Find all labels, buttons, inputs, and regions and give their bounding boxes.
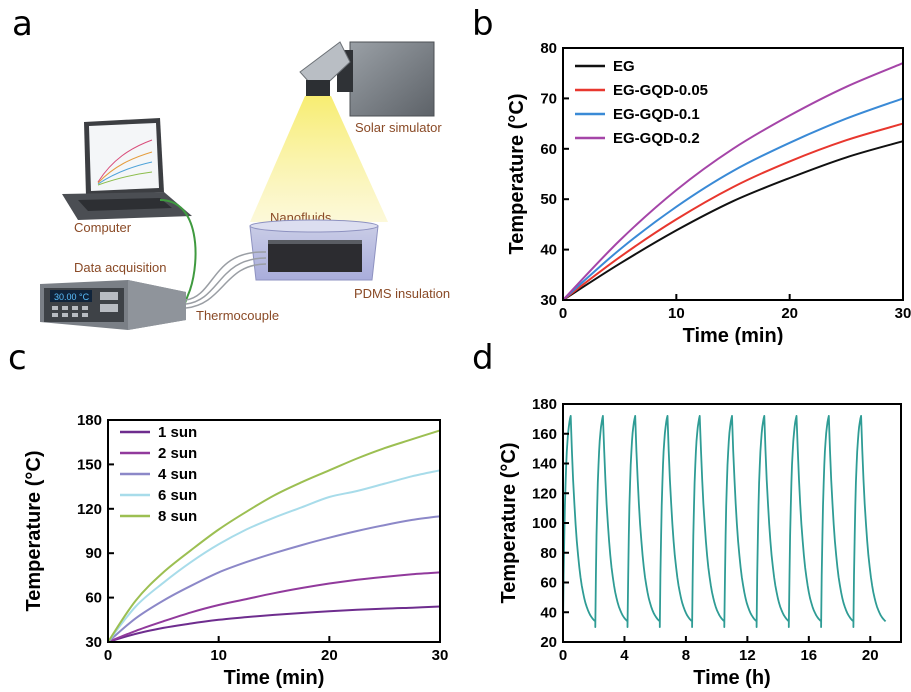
thermocouple-wires-icon	[185, 251, 267, 309]
panel-label-c: c	[8, 338, 27, 378]
setup-diagram: Solar simulator Nanofluids PDMS insulati…	[0, 0, 490, 340]
y-tick-label: 70	[540, 90, 557, 107]
plot-frame	[107, 419, 441, 643]
light-beam-icon	[250, 96, 388, 222]
plot-frame	[562, 47, 904, 301]
y-tick-label: 80	[540, 545, 557, 562]
x-tick-label: 0	[559, 647, 567, 664]
y-tick-label: 100	[532, 515, 557, 532]
y-tick-label: 40	[540, 242, 557, 259]
x-tick-label: 0	[104, 647, 112, 664]
y-tick-label: 180	[77, 412, 102, 429]
label-thermocouple: Thermocouple	[196, 308, 279, 323]
series-line-2-sun	[107, 571, 441, 643]
y-tick-label: 60	[540, 141, 557, 158]
y-tick-label: 160	[532, 426, 557, 443]
x-tick-label: 30	[432, 647, 449, 664]
x-tick-label: 10	[210, 647, 227, 664]
x-tick-label: 4	[620, 647, 629, 664]
y-tick-label: 180	[532, 396, 557, 413]
series-line-8-sun	[107, 429, 441, 643]
x-tick-label: 12	[739, 647, 756, 664]
y-tick-label: 40	[540, 604, 557, 621]
label-computer: Computer	[74, 220, 132, 235]
y-tick-label: 20	[540, 634, 557, 651]
y-tick-label: 60	[540, 575, 557, 592]
display-readout: 30.00 °C	[54, 292, 90, 302]
x-tick-label: 10	[668, 305, 685, 322]
y-axis-title: Temperature (°C)	[23, 451, 45, 612]
x-axis-title: Time (h)	[693, 667, 770, 689]
x-tick-label: 20	[781, 305, 798, 322]
x-tick-label: 8	[682, 647, 690, 664]
y-tick-label: 150	[77, 456, 102, 473]
y-tick-label: 50	[540, 191, 557, 208]
x-axis-title: Time (min)	[224, 667, 325, 689]
panel-label-a: a	[12, 4, 33, 44]
laptop-icon	[62, 118, 192, 220]
x-tick-label: 0	[559, 305, 567, 322]
series-line-cycling	[562, 415, 887, 628]
y-tick-label: 120	[77, 501, 102, 518]
y-axis-title: Temperature (°C)	[506, 94, 528, 255]
legend-label-eg-gqd-0-2: EG-GQD-0.2	[613, 130, 700, 147]
legend-label-6-sun: 6 sun	[158, 487, 197, 504]
y-tick-label: 30	[85, 634, 102, 651]
legend-label-8-sun: 8 sun	[158, 508, 197, 525]
legend-label-eg-gqd-0-05: EG-GQD-0.05	[613, 82, 708, 99]
pdms-insulation-icon	[249, 219, 379, 281]
y-tick-label: 60	[85, 590, 102, 607]
series-line-4-sun	[107, 515, 441, 643]
data-acquisition-device-icon	[40, 280, 186, 330]
panel-label-b: b	[472, 4, 494, 44]
y-tick-label: 120	[532, 485, 557, 502]
legend-label-1-sun: 1 sun	[158, 424, 197, 441]
y-tick-label: 140	[532, 456, 557, 473]
chart-c: 0 10 20 30 30 60 90 120 150 180 Time (min) Temperat…	[23, 412, 449, 689]
series-line-eg	[562, 140, 904, 301]
legend-label-4-sun: 4 sun	[158, 466, 197, 483]
legend-label-eg: EG	[613, 58, 635, 75]
series-line-eg-gqd-0-05	[562, 122, 904, 301]
x-tick-label: 30	[895, 305, 911, 322]
series-line-eg-gqd-0-2	[562, 62, 904, 301]
y-tick-label: 30	[540, 292, 557, 309]
x-tick-label: 20	[862, 647, 879, 664]
y-tick-label: 80	[540, 40, 557, 57]
label-data-acquisition: Data acquisition	[74, 260, 167, 275]
chart-d: 0 4 8 12 16 20 20 40 60 80 100 120 140 160 180 Time (h)…	[498, 396, 902, 689]
series-line-6-sun	[107, 469, 441, 643]
x-axis-title: Time (min)	[683, 325, 784, 345]
chart-b: 0 10 20 30 30 40 50 60 70 80 Time (min) Temperature…	[506, 40, 911, 345]
legend-label-2-sun: 2 sun	[158, 445, 197, 462]
x-tick-label: 16	[800, 647, 817, 664]
y-tick-label: 90	[85, 545, 102, 562]
series-line-1-sun	[107, 605, 441, 643]
label-pdms-insulation: PDMS insulation	[354, 286, 450, 301]
y-axis-title: Temperature (°C)	[498, 443, 520, 604]
solar-simulator-icon	[299, 41, 435, 117]
panel-label-d: d	[472, 338, 494, 378]
x-tick-label: 20	[321, 647, 338, 664]
series-line-eg-gqd-0-1	[562, 97, 904, 301]
legend-label-eg-gqd-0-1: EG-GQD-0.1	[613, 106, 700, 123]
label-solar-simulator: Solar simulator	[355, 120, 442, 135]
